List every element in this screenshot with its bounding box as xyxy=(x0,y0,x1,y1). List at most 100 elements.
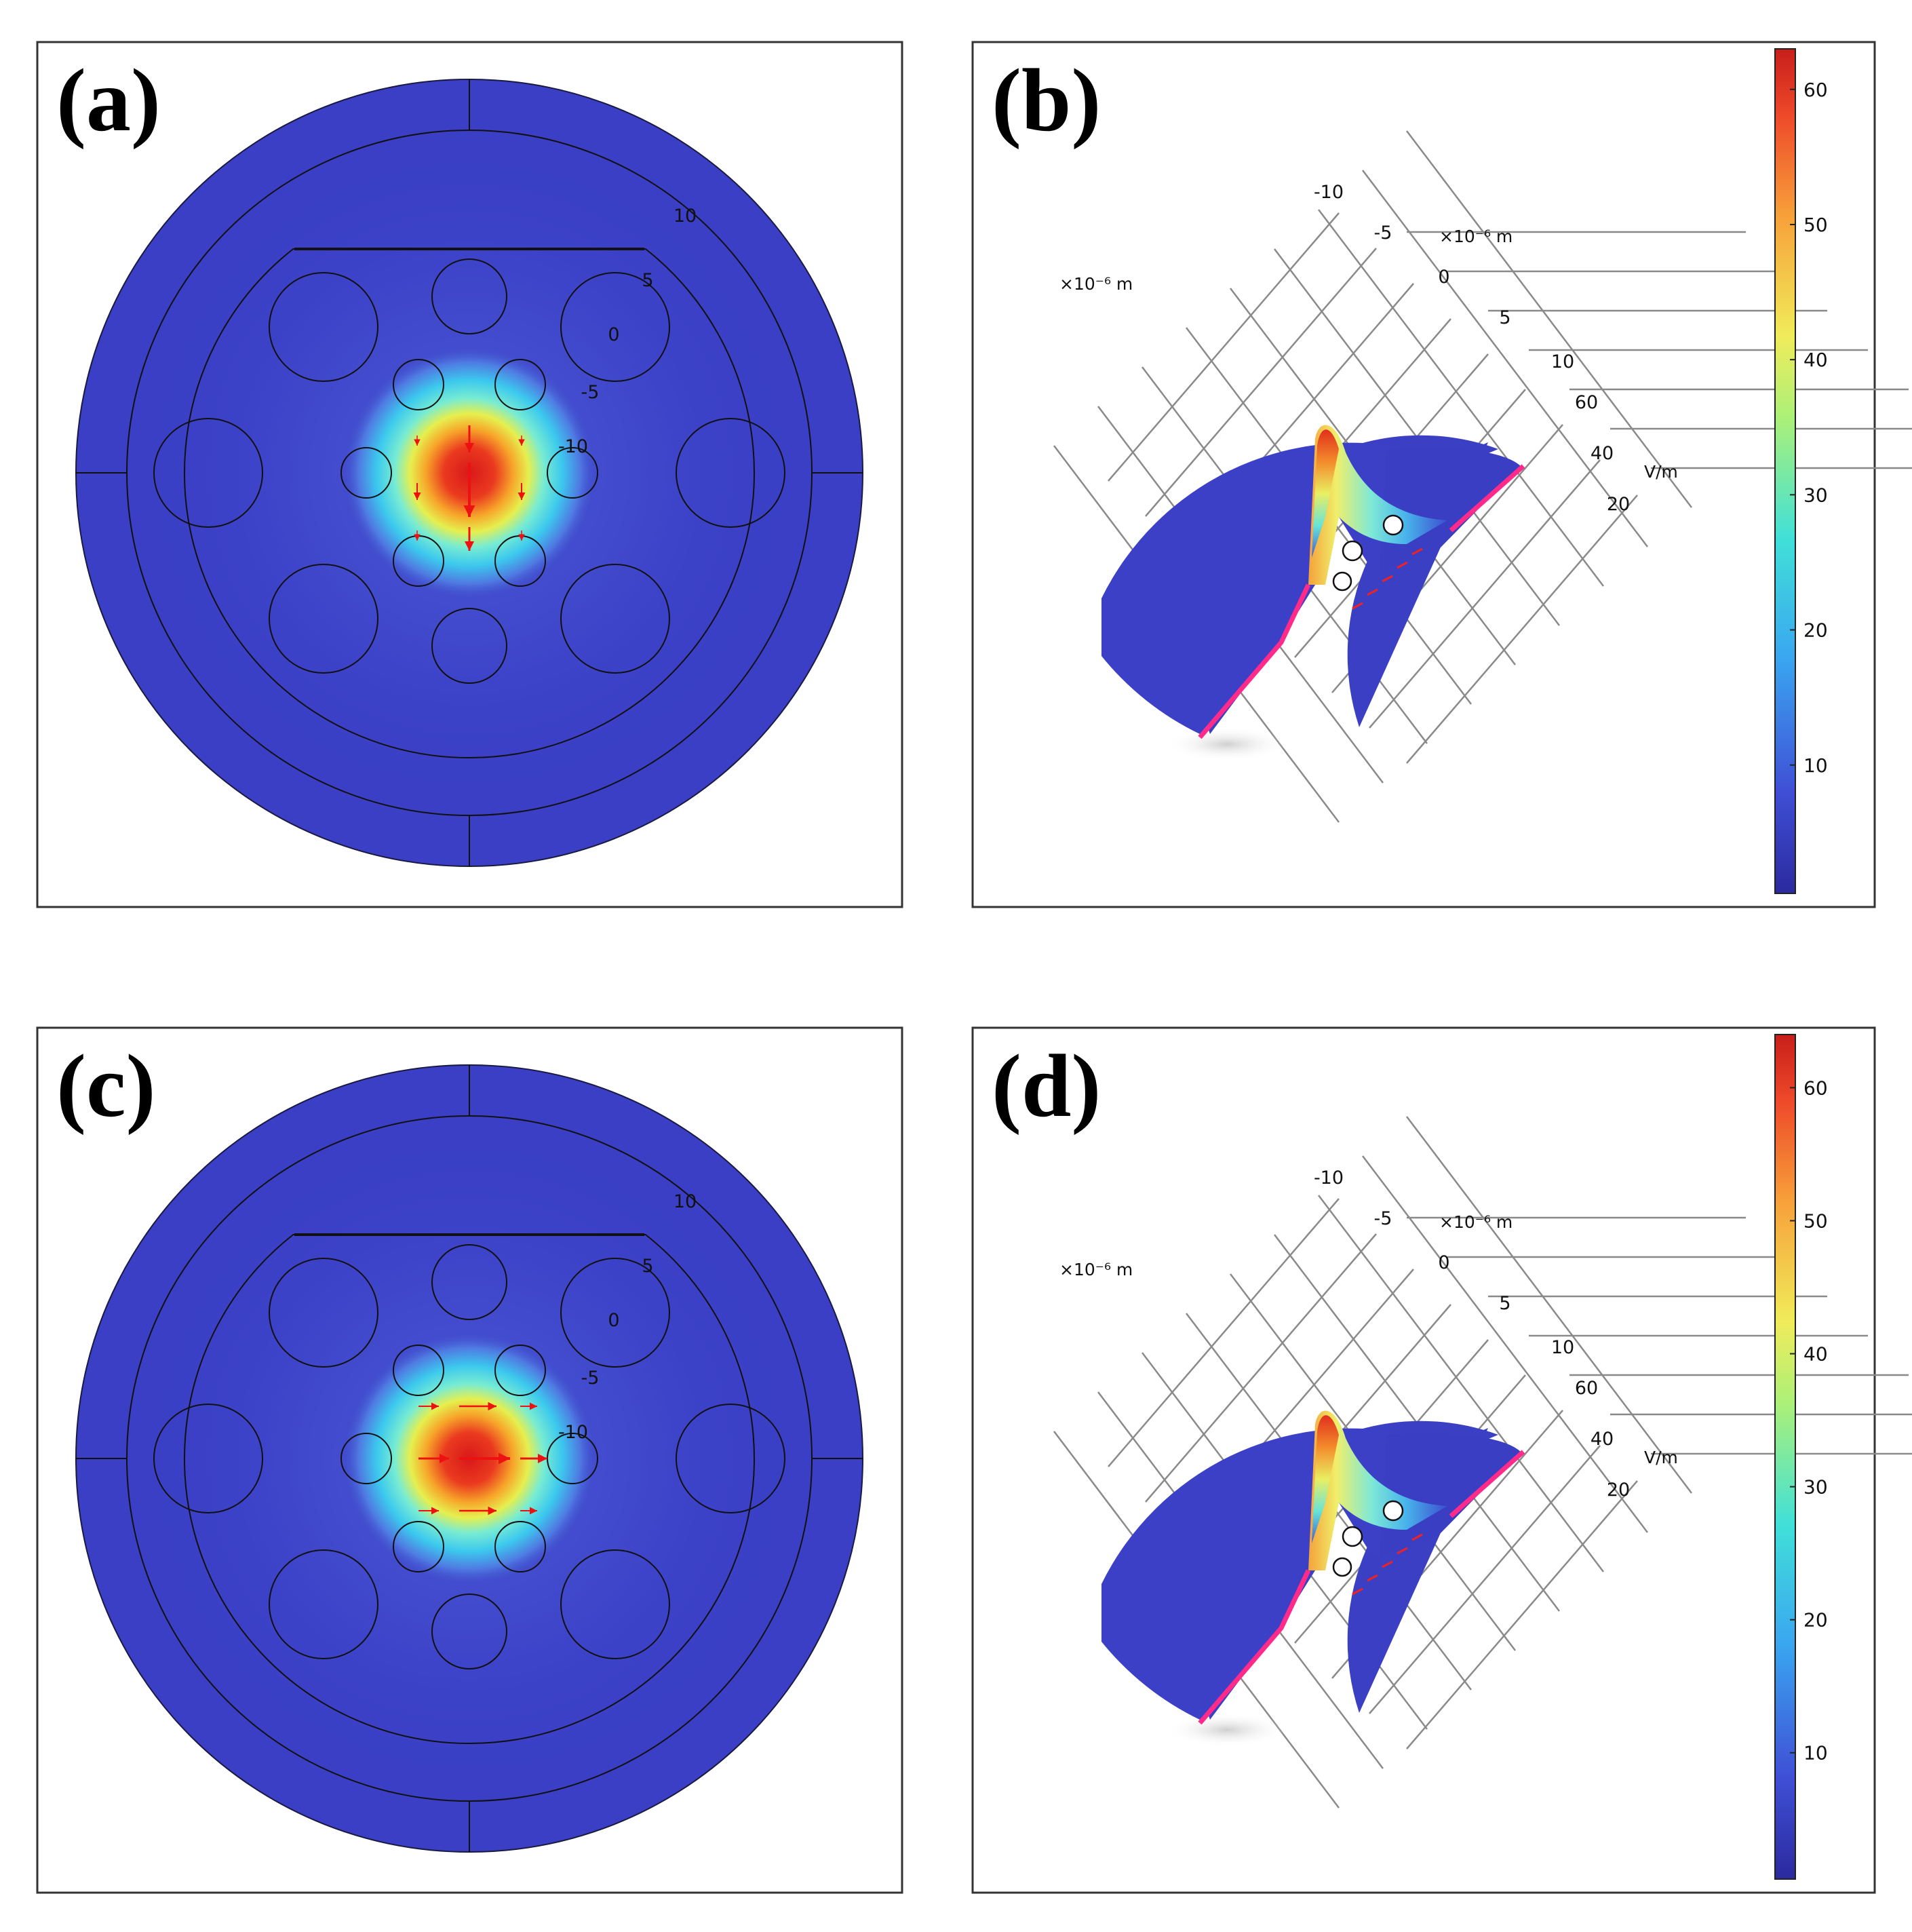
air-hole xyxy=(1342,1526,1363,1547)
field-arrow xyxy=(1382,1560,1393,1568)
axis2-tick: -10 xyxy=(1314,182,1344,203)
air-hole xyxy=(1382,514,1404,536)
grid-line xyxy=(1369,459,1601,729)
air-hole xyxy=(560,272,670,382)
axis1-tick: 5 xyxy=(642,270,653,291)
field-arrow xyxy=(1352,602,1363,610)
field-peak xyxy=(1308,1410,1447,1570)
air-hole xyxy=(269,1549,378,1659)
air-hole xyxy=(269,1258,378,1368)
grid-line xyxy=(1406,495,1638,764)
z-unit: V/m xyxy=(1644,1448,1678,1467)
panel-label: (c) xyxy=(56,1036,156,1136)
z-tick: 40 xyxy=(1591,1429,1614,1450)
colorbar-tick-label: 20 xyxy=(1803,619,1828,642)
colorbar-tick-label: 60 xyxy=(1803,1077,1828,1099)
axis1-tick: 0 xyxy=(608,324,619,345)
field-arrow xyxy=(1382,575,1393,583)
colorbar-tick-label: 50 xyxy=(1803,214,1828,236)
colorbar-tick-label: 10 xyxy=(1803,754,1828,777)
colorbar-gradient xyxy=(1774,48,1796,894)
colorbar-tick-label: 40 xyxy=(1803,349,1828,371)
grid-line xyxy=(1318,209,1604,587)
z-tick: 20 xyxy=(1607,494,1630,515)
axis2-tick: 10 xyxy=(1551,1337,1574,1358)
colorbar-tick-label: 30 xyxy=(1803,484,1828,506)
air-hole xyxy=(547,447,598,499)
z-tick: 60 xyxy=(1575,392,1598,413)
air-hole xyxy=(560,564,670,674)
surface-shadow xyxy=(1166,1713,1288,1747)
grid-line xyxy=(1406,130,1692,508)
air-hole xyxy=(1342,540,1363,562)
colorbar-tick-label: 20 xyxy=(1803,1609,1828,1631)
edge-highlight xyxy=(1449,464,1525,533)
axis2-tick: -5 xyxy=(1374,223,1392,244)
field-arrow xyxy=(414,530,421,541)
colorbar-tick-label: 10 xyxy=(1803,1742,1828,1764)
grid-line xyxy=(1108,1198,1340,1467)
panel-c: (c) xyxy=(36,1026,903,1894)
field-arrow xyxy=(418,1402,439,1410)
air-hole xyxy=(340,447,392,499)
axis1-unit: ×10⁻⁶ m xyxy=(1059,1260,1133,1279)
grid-line xyxy=(1406,1116,1692,1494)
air-hole xyxy=(153,418,263,528)
grid-line xyxy=(1145,1233,1377,1503)
air-hole xyxy=(269,272,378,382)
d-shape-boundary xyxy=(184,248,755,758)
d-shape-boundary xyxy=(184,1234,755,1744)
field-arrow xyxy=(520,1402,537,1410)
air-hole xyxy=(494,1521,546,1572)
field-arrow xyxy=(1352,1587,1363,1596)
axis2-tick: 0 xyxy=(1438,1252,1449,1273)
field-arrow xyxy=(520,1454,547,1463)
edge-highlight xyxy=(1198,1569,1311,1725)
panel-b: 10 50 -5 -10 ×10⁻⁶ m -10 -5 0 5 10 ×10⁻⁶ m 60 40 20 V/… xyxy=(558,41,1912,908)
edge-highlight xyxy=(1198,583,1311,739)
field-arrow xyxy=(1367,1574,1378,1582)
axis1-unit: ×10⁻⁶ m xyxy=(1059,274,1133,294)
axis1-tick: -5 xyxy=(581,1368,600,1389)
axis1-tick: 0 xyxy=(608,1310,619,1331)
panel-a: (a) xyxy=(36,41,903,908)
field-arrow xyxy=(1397,561,1408,569)
field-arrow xyxy=(465,425,474,452)
z-unit: V/m xyxy=(1644,462,1678,482)
field-arrow xyxy=(465,527,474,551)
air-hole xyxy=(153,1404,263,1513)
grid-line xyxy=(1108,212,1340,482)
air-hole xyxy=(676,1404,785,1513)
air-hole xyxy=(1382,1500,1404,1522)
grid-line xyxy=(1318,1195,1604,1572)
axis1-tick: -10 xyxy=(558,1422,588,1443)
grid-line xyxy=(1362,170,1648,547)
edge-highlight xyxy=(1449,1450,1525,1518)
air-hole xyxy=(1332,1557,1352,1577)
grid-line xyxy=(1362,1155,1648,1533)
colorbar-tick-label: 50 xyxy=(1803,1210,1828,1232)
axis2-tick: 5 xyxy=(1499,1293,1510,1314)
z-tick: 60 xyxy=(1575,1378,1598,1399)
axis1-tick: 5 xyxy=(642,1256,653,1277)
axis2-tick: -5 xyxy=(1374,1208,1392,1229)
field-arrow xyxy=(518,530,525,541)
grid-line xyxy=(1145,248,1377,517)
surface-shadow xyxy=(1166,727,1288,761)
field-arrow xyxy=(418,1507,439,1515)
field-arrow xyxy=(459,1402,496,1411)
axis1-tick: -5 xyxy=(581,382,600,403)
axis2-tick: 10 xyxy=(1551,351,1574,372)
axis2-tick: 0 xyxy=(1438,267,1449,288)
air-hole xyxy=(431,608,507,684)
field-arrow xyxy=(418,1454,449,1463)
field-arrow xyxy=(1367,588,1378,596)
colorbar-gradient xyxy=(1774,1034,1796,1880)
air-hole xyxy=(269,564,378,674)
field-arrow xyxy=(463,463,475,517)
axis1-tick: 10 xyxy=(674,206,697,227)
air-hole xyxy=(494,359,546,410)
axis1-tick: -10 xyxy=(558,436,588,457)
axis2-unit: ×10⁻⁶ m xyxy=(1439,227,1513,246)
